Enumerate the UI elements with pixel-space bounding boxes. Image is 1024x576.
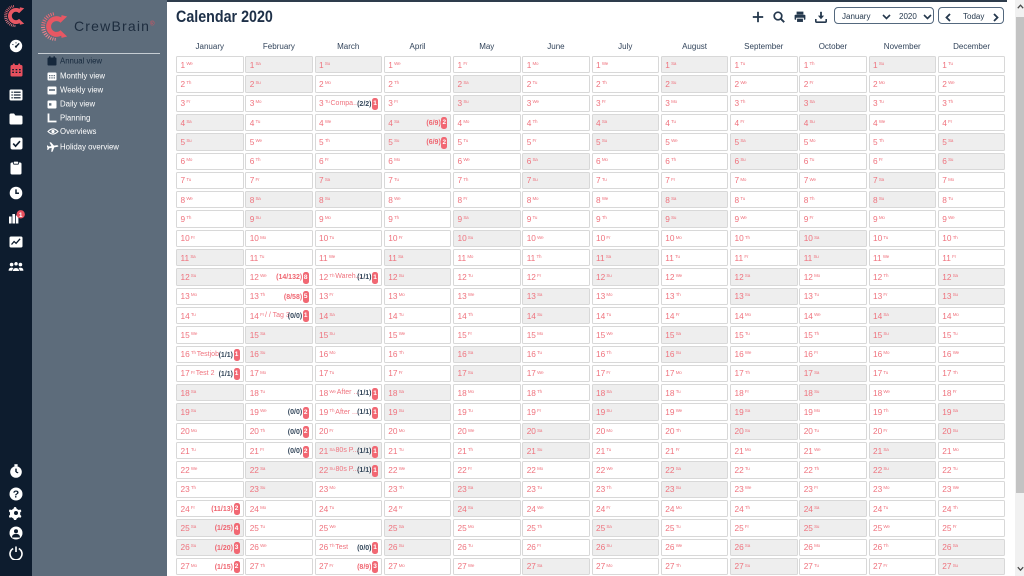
svg-text:?: ? — [13, 489, 19, 501]
svg-text:1: 1 — [18, 212, 22, 219]
